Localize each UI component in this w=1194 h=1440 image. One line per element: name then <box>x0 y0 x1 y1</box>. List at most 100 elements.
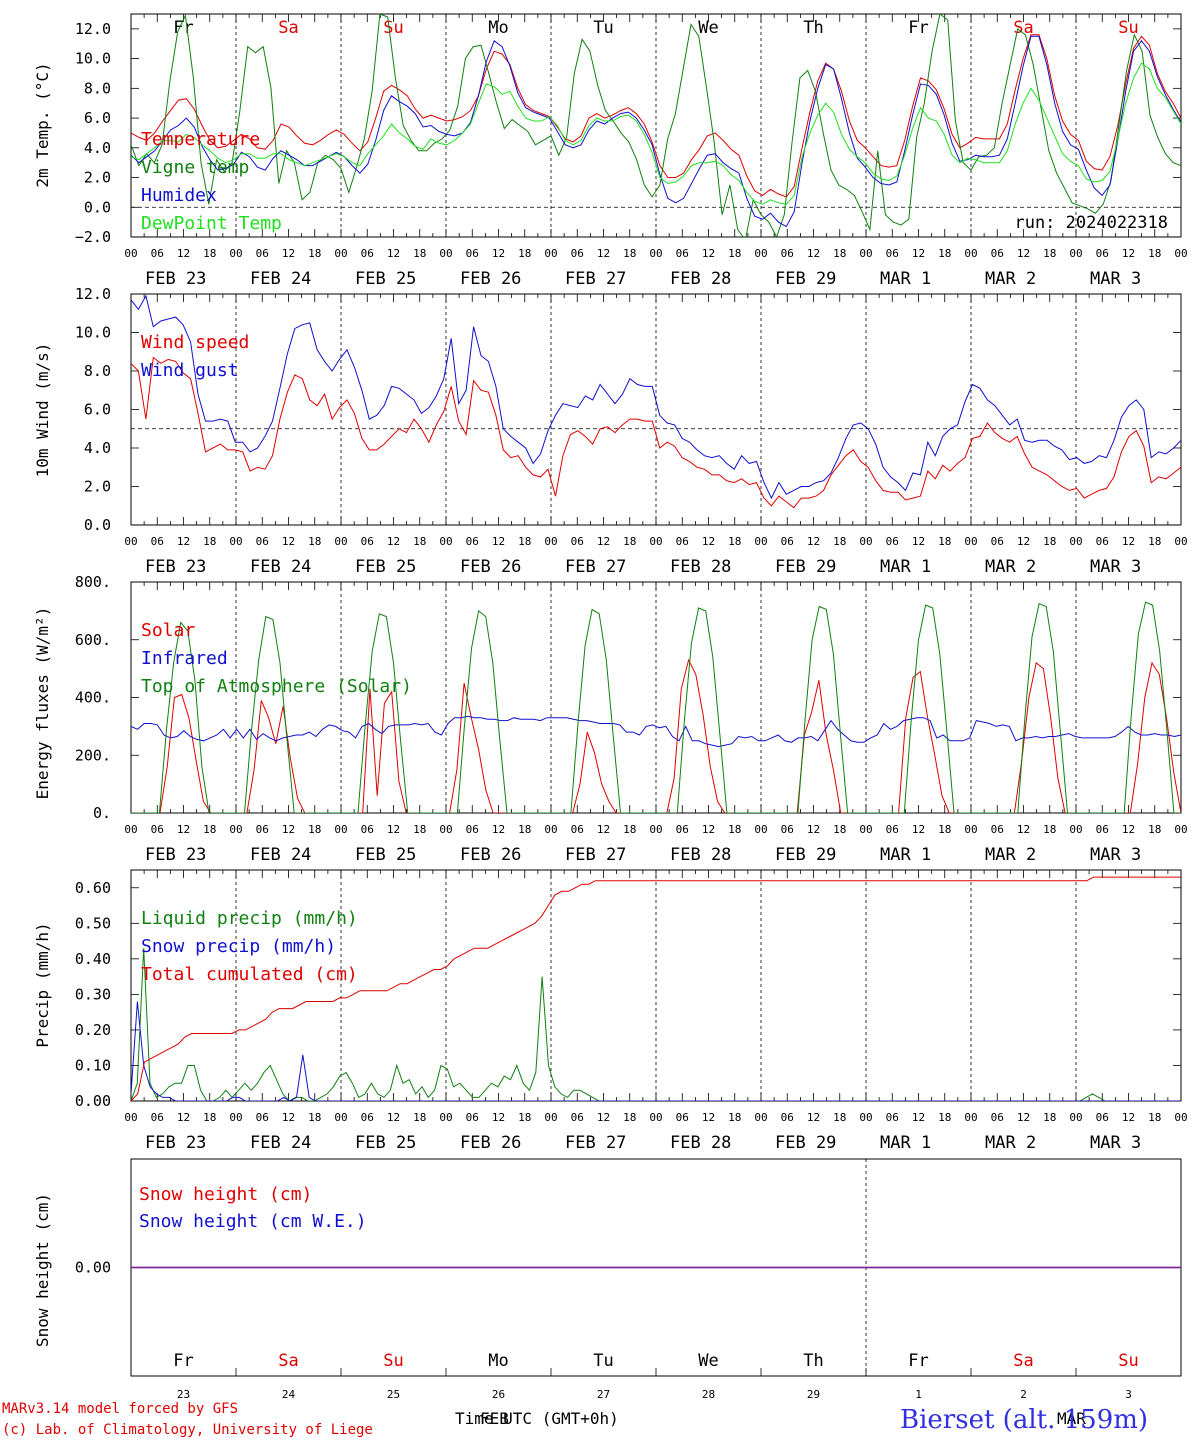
x-date-label: FEB 23 <box>145 269 206 289</box>
x-hour-label: 06 <box>256 823 269 836</box>
x-date-label: FEB 24 <box>250 1133 311 1153</box>
x-hour-label: 18 <box>1043 1111 1056 1124</box>
x-hour-label: 06 <box>571 823 584 836</box>
x-date-label: FEB 28 <box>670 557 731 577</box>
station-name: Bierset (alt. 159m) <box>900 1405 1148 1435</box>
x-hour-label: 06 <box>676 535 689 548</box>
y-axis-label: Energy fluxes (W/m²) <box>33 607 52 800</box>
weekday-label: Tu <box>593 1351 613 1371</box>
y-tick-label: 0.0 <box>84 198 111 216</box>
weekday-label: Tu <box>593 18 613 38</box>
x-hour-label: 12 <box>597 247 610 260</box>
y-tick-label: 0.40 <box>75 950 111 968</box>
series-line-1 <box>131 948 1181 1101</box>
x-hour-label: 12 <box>177 1111 190 1124</box>
x-hour-label: 12 <box>387 823 400 836</box>
x-hour-label: 12 <box>597 823 610 836</box>
x-hour-label: 00 <box>439 823 452 836</box>
x-date-label: FEB 25 <box>355 845 416 865</box>
x-hour-label: 12 <box>807 1111 820 1124</box>
x-hour-label: 18 <box>203 823 216 836</box>
x-date-label: MAR 2 <box>985 269 1036 289</box>
x-hour-label: 06 <box>151 247 164 260</box>
x-hour-label: 12 <box>912 535 925 548</box>
x-hour-label: 12 <box>177 823 190 836</box>
day-number-label: 24 <box>282 1388 296 1401</box>
x-hour-label: 06 <box>361 823 374 836</box>
x-date-label: FEB 27 <box>565 845 626 865</box>
weekday-label: Fr <box>908 1351 928 1371</box>
x-hour-label: 00 <box>1069 535 1082 548</box>
hour-ticks <box>130 870 1182 1101</box>
x-hour-label: 18 <box>833 535 846 548</box>
weekday-label: Mo <box>488 1351 508 1371</box>
x-hour-label: 18 <box>728 823 741 836</box>
series-layer <box>131 294 1181 509</box>
series-line-2 <box>131 1001 1181 1101</box>
x-hour-label: 06 <box>151 535 164 548</box>
x-hour-label: 06 <box>571 1111 584 1124</box>
panel-4: 0.60 0.50 0.40 0.30 0.20 0.10 0.00 Precip (mm/h… <box>33 869 1188 1153</box>
y-tick-label: −2.0 <box>75 228 111 246</box>
x-hour-label: 18 <box>833 823 846 836</box>
x-hour-label: 12 <box>492 247 505 260</box>
y-tick-label: 0.00 <box>75 1259 111 1277</box>
x-hour-label: 06 <box>886 1111 899 1124</box>
x-date-label: MAR 1 <box>880 1133 931 1153</box>
day-number-label: 29 <box>807 1388 820 1401</box>
x-hour-label: 06 <box>256 535 269 548</box>
day-number-label: 1 <box>915 1388 922 1401</box>
panel-3: 800. 600. 400. 200. 0. Energy fluxes (W/m²) 00… <box>33 573 1188 865</box>
x-date-label: MAR 3 <box>1090 845 1141 865</box>
x-date-label: FEB 24 <box>250 845 311 865</box>
x-hour-label: 06 <box>466 247 479 260</box>
x-date-label: FEB 25 <box>355 269 416 289</box>
y-tick-label: 2.0 <box>84 478 111 496</box>
x-hour-label: 12 <box>912 247 925 260</box>
x-hour-label: 06 <box>256 247 269 260</box>
x-hour-label: 12 <box>702 823 715 836</box>
x-date-label: FEB 29 <box>775 557 836 577</box>
series-line-3 <box>131 876 1181 1101</box>
x-hour-label: 18 <box>623 823 636 836</box>
legend-entry: Humidex <box>141 185 217 206</box>
day-number-label: 28 <box>702 1388 715 1401</box>
x-hour-label: 18 <box>728 535 741 548</box>
x-hour-label: 06 <box>676 247 689 260</box>
x-date-label: FEB 28 <box>670 269 731 289</box>
y-tick-label: 12.0 <box>75 20 111 38</box>
x-hour-label: 18 <box>623 247 636 260</box>
hour-ticks <box>130 582 1182 813</box>
lab-credit: (c) Lab. of Climatology, University of L… <box>2 1422 373 1438</box>
x-date-label: FEB 26 <box>460 845 521 865</box>
x-hour-label: 18 <box>623 535 636 548</box>
x-hour-label: 06 <box>991 247 1004 260</box>
weekday-label: Su <box>383 1351 403 1371</box>
weekday-label: Su <box>383 18 403 38</box>
y-tick-label: 0.10 <box>75 1056 111 1074</box>
x-hour-label: 18 <box>938 823 951 836</box>
weekday-label: Sa <box>278 1351 298 1371</box>
legend-entry: Total cumulated (cm) <box>141 964 358 985</box>
day-number-label: 3 <box>1125 1388 1132 1401</box>
x-hour-label: 18 <box>413 535 426 548</box>
x-hour-label: 12 <box>177 247 190 260</box>
panel-2: 12.0 10.0 8.0 6.0 4.0 2.0 0.0 10m Wind (m/s) 00 0… <box>33 285 1188 577</box>
x-date-label: FEB 26 <box>460 1133 521 1153</box>
x-hour-label: 00 <box>1174 823 1187 836</box>
y-tick-label: 2.0 <box>84 169 111 187</box>
x-hour-label: 06 <box>361 247 374 260</box>
series-layer <box>131 14 1181 237</box>
weekday-label: Sa <box>1013 18 1033 38</box>
panel-1: 12.0 10.0 8.0 6.0 4.0 2.0 0.0 −2.0 2m Temp. (°C)… <box>33 13 1188 289</box>
y-tick-label: 0.50 <box>75 914 111 932</box>
x-date-label: FEB 29 <box>775 1133 836 1153</box>
y-axis-label: Snow height (cm) <box>33 1193 52 1347</box>
x-hour-label: 00 <box>124 1111 137 1124</box>
day-number-label: 26 <box>492 1388 505 1401</box>
hour-ticks <box>130 14 1182 237</box>
y-tick-label: 4.0 <box>84 439 111 457</box>
y-tick-label: 0.0 <box>84 516 111 534</box>
